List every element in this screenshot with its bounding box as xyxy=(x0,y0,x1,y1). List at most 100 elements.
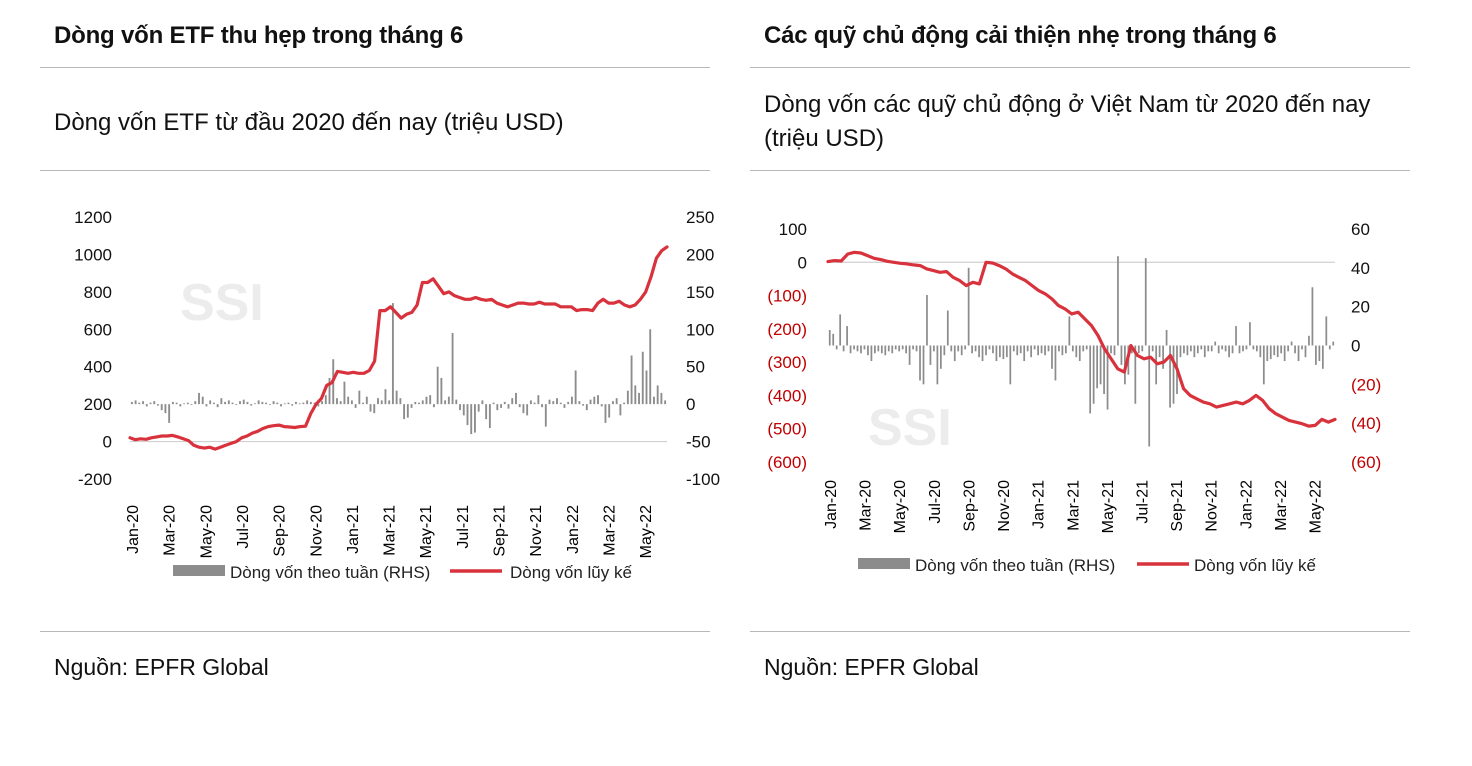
weekly-flow-bar xyxy=(302,402,305,405)
weekly-flow-bar xyxy=(518,404,521,408)
weekly-flow-bar xyxy=(1203,345,1206,358)
weekly-flow-bar xyxy=(168,404,171,423)
weekly-flow-bar xyxy=(362,402,365,405)
weekly-flow-bar xyxy=(559,402,562,405)
weekly-flow-bar xyxy=(863,345,866,350)
weekly-flow-bar xyxy=(1110,345,1112,354)
weekly-flow-bar xyxy=(1078,345,1081,362)
weekly-flow-bar xyxy=(481,400,484,405)
weekly-flow-bar xyxy=(477,404,480,412)
weekly-flow-bar xyxy=(1287,345,1289,352)
y-left-tick-label: (600) xyxy=(767,453,807,472)
weekly-flow-bar xyxy=(537,395,540,405)
weekly-flow-bar xyxy=(291,404,294,406)
cumulative-flow-line xyxy=(826,250,1337,428)
y-right-tick-label: (40) xyxy=(1351,414,1381,433)
weekly-flow-bar xyxy=(891,345,894,354)
x-tick-label: Sep-21 xyxy=(1169,480,1186,532)
weekly-flow-bar xyxy=(1262,345,1265,385)
weekly-flow-bar xyxy=(179,404,182,407)
weekly-flow-bar xyxy=(354,404,357,408)
y-left-tick-label: (100) xyxy=(767,287,807,306)
y-left-tick-label: -200 xyxy=(78,470,112,489)
weekly-flow-bar xyxy=(974,345,977,352)
x-tick-label: May-20 xyxy=(198,505,215,558)
weekly-flow-bar xyxy=(946,310,949,346)
weekly-flow-bar xyxy=(250,404,253,406)
weekly-flow-bar xyxy=(470,404,473,435)
weekly-flow-bar xyxy=(1148,345,1151,447)
weekly-flow-bar xyxy=(1016,345,1019,356)
x-tick-label: Nov-21 xyxy=(528,505,545,557)
y-left-tick-label: 600 xyxy=(84,320,112,339)
x-tick-label: May-21 xyxy=(418,505,435,558)
weekly-flow-bar xyxy=(563,404,566,408)
weekly-flow-bar xyxy=(898,345,901,352)
weekly-flow-bar xyxy=(485,404,488,420)
weekly-flow-bar xyxy=(1065,345,1067,354)
weekly-flow-bar xyxy=(1047,345,1050,352)
weekly-flow-bar xyxy=(1165,329,1168,346)
divider xyxy=(750,631,1410,632)
weekly-flow-bar xyxy=(1269,345,1272,360)
weekly-flow-bar xyxy=(503,401,506,405)
weekly-flow-bar xyxy=(1089,345,1092,414)
x-tick-label: Jul-20 xyxy=(927,480,944,524)
weekly-flow-bar xyxy=(835,345,838,350)
panel-etf: Dòng vốn ETF thu hẹp trong tháng 6 Dòng … xyxy=(40,0,720,766)
weekly-flow-bar xyxy=(474,404,476,433)
x-tick-label: Sep-20 xyxy=(272,505,289,557)
weekly-flow-bar xyxy=(608,404,611,418)
weekly-flow-bar xyxy=(1009,345,1012,385)
x-tick-label: Nov-21 xyxy=(1204,480,1221,532)
weekly-flow-bar xyxy=(1061,345,1064,356)
y-right-tick-label: -50 xyxy=(686,433,711,452)
weekly-flow-bar xyxy=(985,345,987,356)
x-tick-label: Nov-20 xyxy=(996,480,1013,532)
weekly-flow-bar xyxy=(1238,345,1241,354)
x-tick-label: Mar-20 xyxy=(858,480,875,531)
weekly-flow-bar xyxy=(1245,345,1248,350)
weekly-flow-bar xyxy=(649,329,652,405)
weekly-flow-bar xyxy=(201,396,204,405)
weekly-flow-bar xyxy=(455,399,458,405)
weekly-flow-bar xyxy=(227,400,230,405)
y-left-tick-label: (400) xyxy=(767,386,807,405)
y-left-tick-label: 1000 xyxy=(74,245,112,264)
legend-label: Dòng vốn theo tuần (RHS) xyxy=(230,563,430,582)
weekly-flow-bar xyxy=(638,392,640,405)
weekly-flow-bar xyxy=(619,404,622,416)
weekly-flow-bar xyxy=(388,400,391,405)
x-tick-label: Sep-20 xyxy=(961,480,978,532)
weekly-flow-bar xyxy=(1311,287,1314,346)
weekly-flow-bar xyxy=(410,404,413,408)
weekly-flow-bar xyxy=(403,404,406,420)
weekly-flow-bar xyxy=(1318,345,1321,362)
weekly-flow-bar xyxy=(321,401,323,405)
weekly-flow-bar xyxy=(1304,345,1307,358)
weekly-flow-bar xyxy=(1040,345,1043,354)
weekly-flow-bar xyxy=(358,390,361,405)
weekly-flow-bar xyxy=(235,404,238,405)
weekly-flow-bar xyxy=(656,385,659,405)
weekly-flow-bar xyxy=(339,401,342,405)
weekly-flow-bar xyxy=(324,395,327,405)
weekly-flow-bar xyxy=(1054,345,1057,381)
weekly-flow-bar xyxy=(157,404,159,406)
weekly-flow-bar xyxy=(1120,345,1123,365)
weekly-flow-bar xyxy=(1259,345,1262,358)
weekly-flow-bar xyxy=(298,403,301,405)
weekly-flow-bar xyxy=(828,329,831,346)
weekly-flow-bar xyxy=(1294,345,1296,354)
weekly-flow-bar xyxy=(1103,345,1105,395)
weekly-flow-bar xyxy=(1162,345,1164,369)
divider xyxy=(750,67,1410,68)
weekly-flow-bar xyxy=(634,385,637,405)
cumulative-flow-line xyxy=(128,245,669,451)
weekly-flow-bar xyxy=(1190,345,1192,352)
weekly-flow-bar xyxy=(1092,345,1095,404)
weekly-flow-bar xyxy=(567,401,570,405)
weekly-flow-bar xyxy=(901,345,904,350)
weekly-flow-bar xyxy=(867,345,869,356)
weekly-flow-bar xyxy=(1144,258,1147,346)
